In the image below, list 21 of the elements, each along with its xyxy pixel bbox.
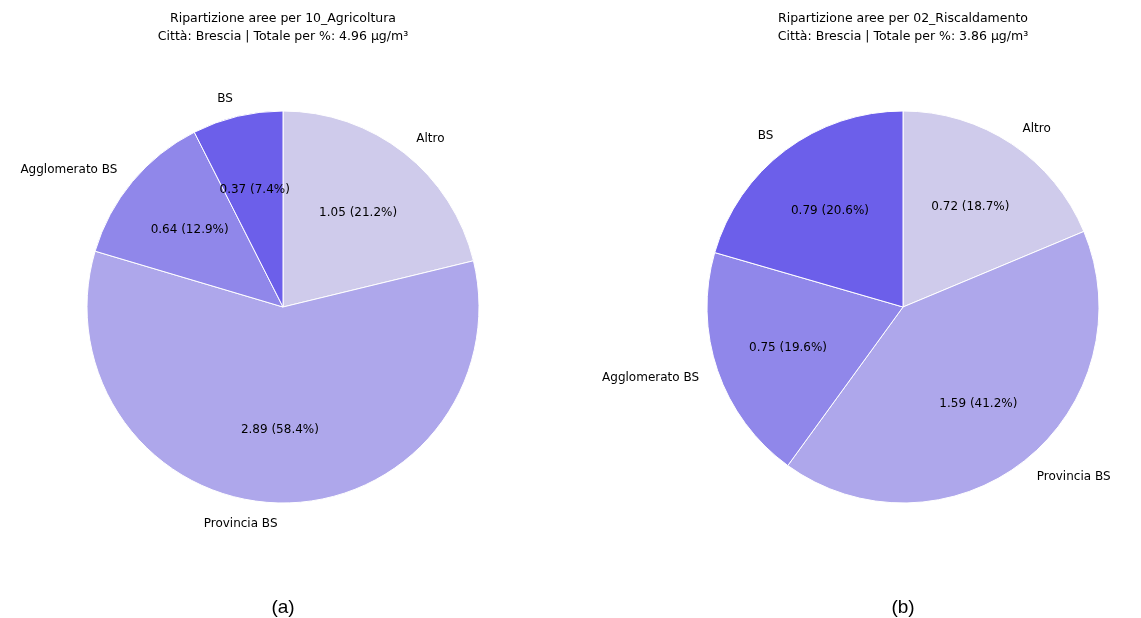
data-label: 0.75 (19.6%) xyxy=(749,339,828,354)
slice-label: BS xyxy=(217,90,233,105)
chart-subtitle: Città: Brescia | Totale per %: 3.86 µg/m³ xyxy=(777,28,1029,43)
slice-label: Agglomerato BS xyxy=(20,162,118,177)
text: (a) xyxy=(271,596,295,617)
data-label: 2.89 (58.4%) xyxy=(240,421,319,436)
text: (b) xyxy=(891,596,915,617)
data-label: 0.64 (12.9%) xyxy=(150,222,229,237)
slice-label: Provincia BS xyxy=(1036,469,1111,484)
chart-subtitle: Città: Brescia | Totale per %: 4.96 µg/m³ xyxy=(157,28,409,43)
slice-label: BS xyxy=(757,127,774,142)
data-label: 1.59 (41.2%) xyxy=(939,395,1018,410)
data-label: 0.72 (18.7%) xyxy=(931,199,1010,214)
chart-title: Ripartizione aree per 02_Riscaldamento xyxy=(778,10,1028,25)
data-label: 1.05 (21.2%) xyxy=(319,204,398,219)
slice-label: Altro xyxy=(416,130,445,145)
chart-title: Ripartizione aree per 10_Agricoltura xyxy=(169,10,397,25)
slice-label: Altro xyxy=(1022,120,1051,135)
slice-label: Agglomerato BS xyxy=(602,370,700,385)
data-label: 0.79 (20.6%) xyxy=(790,203,869,218)
slice-label: Provincia BS xyxy=(203,515,278,530)
